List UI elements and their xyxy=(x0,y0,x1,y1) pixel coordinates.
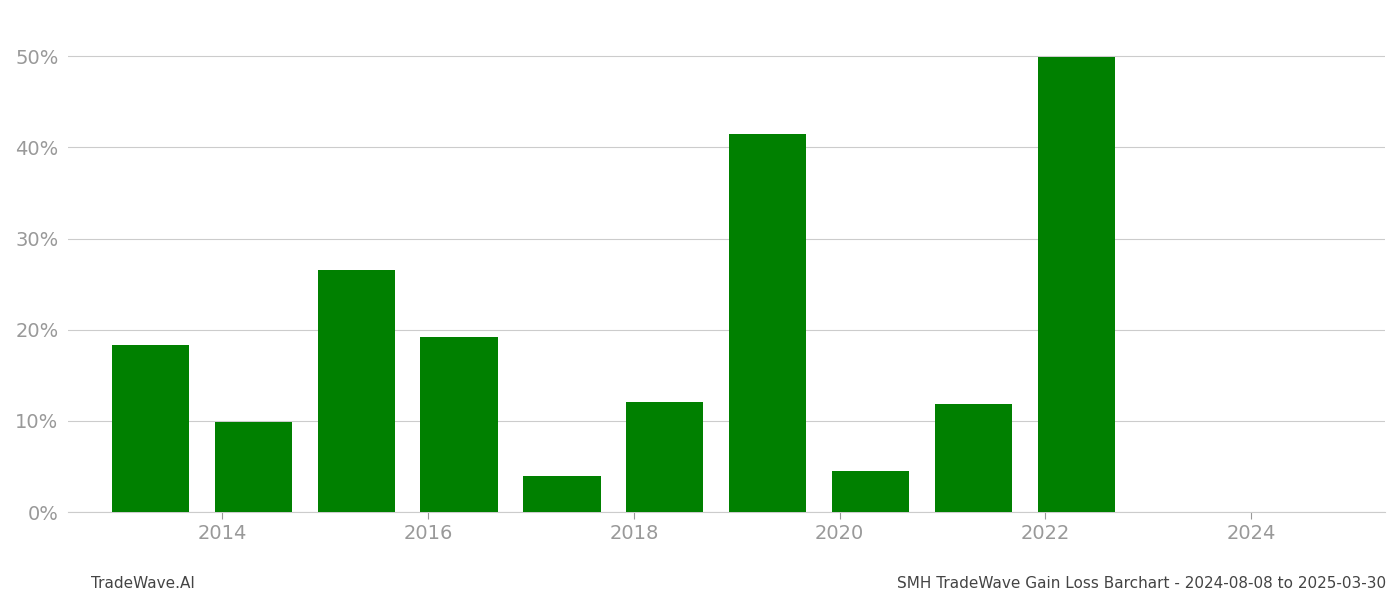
Bar xyxy=(112,345,189,512)
Bar xyxy=(626,402,703,512)
Bar xyxy=(214,422,291,512)
Bar xyxy=(318,269,395,512)
Bar xyxy=(832,471,909,512)
Bar xyxy=(420,337,497,512)
Bar xyxy=(524,476,601,512)
Text: SMH TradeWave Gain Loss Barchart - 2024-08-08 to 2025-03-30: SMH TradeWave Gain Loss Barchart - 2024-… xyxy=(897,576,1386,591)
Text: TradeWave.AI: TradeWave.AI xyxy=(91,576,195,591)
Bar xyxy=(1037,57,1114,512)
Bar xyxy=(935,404,1012,512)
Bar xyxy=(729,134,806,512)
